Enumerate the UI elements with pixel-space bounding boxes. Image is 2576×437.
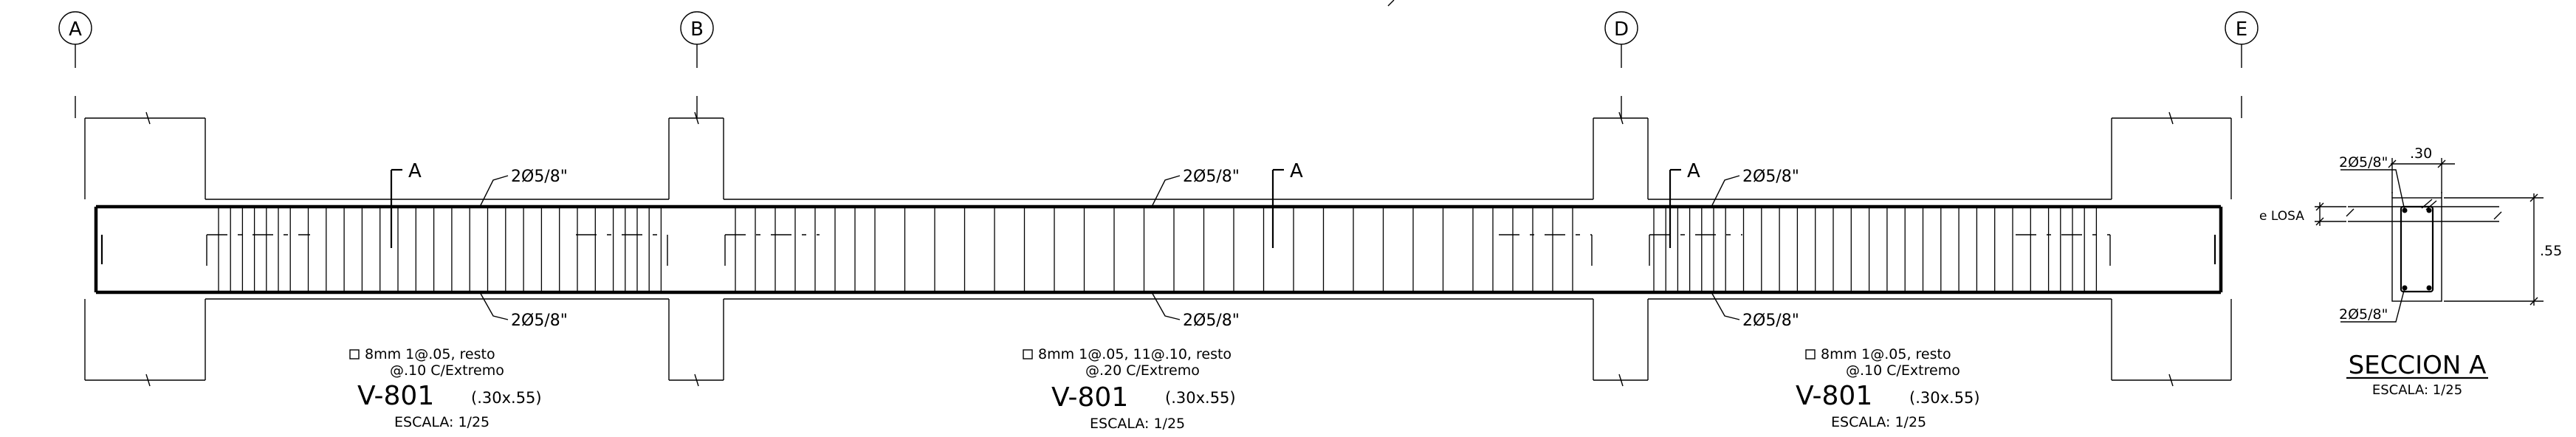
center-lines bbox=[206, 234, 2111, 266]
column-d bbox=[1593, 111, 1649, 387]
beam-3-dims: (.30x.55) bbox=[1909, 389, 1980, 407]
beam-outline bbox=[205, 118, 2112, 380]
top-tick-mark bbox=[1387, 0, 1395, 7]
beam-3-title: V-801 bbox=[1796, 381, 1872, 411]
axis-label-e: E bbox=[2236, 18, 2247, 41]
section-height-dim: .55 bbox=[2540, 243, 2562, 259]
rebar-callout-bottom-2: 2Ø5/8" bbox=[1151, 292, 1240, 330]
beam-1-stirrup-line2: @.10 C/Extremo bbox=[390, 362, 504, 379]
stirrups-group bbox=[218, 207, 2098, 292]
beam-1-title: V-801 bbox=[357, 381, 434, 411]
section-cut-mark-2: A bbox=[1271, 160, 1303, 248]
section-cut-label-2: A bbox=[1290, 160, 1303, 182]
beam-2-scale: ESCALA: 1/25 bbox=[1090, 416, 1185, 432]
axis-label-d: D bbox=[1614, 18, 1629, 41]
section-cut-mark-3: A bbox=[1669, 160, 1700, 248]
rebar-callout-bottom-1: 2Ø5/8" bbox=[479, 292, 568, 330]
rebar-callout-bottom-1-text: 2Ø5/8" bbox=[511, 312, 568, 330]
axis-marker-a: A bbox=[58, 11, 92, 118]
longitudinal-rebar bbox=[94, 204, 2223, 295]
section-cut-label-1: A bbox=[408, 160, 422, 182]
beam-1-stirrup-line1: 8mm 1@.05, resto bbox=[365, 346, 495, 362]
section-scale: ESCALA: 1/25 bbox=[2372, 382, 2462, 398]
beam-3-scale: ESCALA: 1/25 bbox=[1831, 414, 1926, 430]
column-a bbox=[84, 111, 205, 387]
section-width-dim: .30 bbox=[2410, 145, 2432, 162]
section-a-detail: .30 .55 e LOSA 2Ø5/8" 2Ø5/8" SECCION A E… bbox=[2259, 145, 2562, 398]
beam-1-scale: ESCALA: 1/25 bbox=[394, 414, 490, 430]
column-b bbox=[668, 111, 724, 387]
beam-3-stirrup-line2: @.10 C/Extremo bbox=[1846, 362, 1960, 379]
section-cut-label-3: A bbox=[1687, 160, 1700, 182]
beam-2-stirrup-line1: 8mm 1@.05, 11@.10, resto bbox=[1038, 346, 1232, 362]
rebar-callout-top-2: 2Ø5/8" bbox=[1151, 168, 1240, 207]
rebar-callout-top-2-text: 2Ø5/8" bbox=[1183, 168, 1240, 186]
rebar-callout-top-3-text: 2Ø5/8" bbox=[1742, 168, 1799, 186]
column-e bbox=[2112, 111, 2232, 387]
beam-2-stirrup-line2: @.20 C/Extremo bbox=[1085, 362, 1200, 379]
beam-label-1: 8mm 1@.05, resto @.10 C/Extremo V-801 (.… bbox=[349, 346, 542, 430]
rebar-callout-bottom-2-text: 2Ø5/8" bbox=[1183, 312, 1240, 330]
rebar-callout-top-3: 2Ø5/8" bbox=[1711, 168, 1799, 207]
axis-marker-b: B bbox=[680, 11, 714, 118]
axis-marker-e: E bbox=[2225, 11, 2259, 118]
beam-2-title: V-801 bbox=[1051, 382, 1128, 413]
beam-label-2: 8mm 1@.05, 11@.10, resto @.20 C/Extremo … bbox=[1023, 346, 1236, 432]
axis-marker-d: D bbox=[1604, 11, 1638, 118]
beam-2-dims: (.30x.55) bbox=[1165, 389, 1236, 407]
rebar-callout-top-1: 2Ø5/8" bbox=[479, 168, 568, 207]
rebar-callout-bottom-3-text: 2Ø5/8" bbox=[1742, 312, 1799, 330]
section-slab-label: e LOSA bbox=[2259, 209, 2304, 224]
beam-label-3: 8mm 1@.05, resto @.10 C/Extremo V-801 (.… bbox=[1796, 346, 1980, 430]
beam-3-stirrup-line1: 8mm 1@.05, resto bbox=[1821, 346, 1951, 362]
rebar-callout-top-1-text: 2Ø5/8" bbox=[511, 168, 568, 186]
axis-label-a: A bbox=[69, 18, 82, 41]
rebar-callout-bottom-3: 2Ø5/8" bbox=[1711, 292, 1799, 330]
section-cut-mark-1: A bbox=[390, 160, 422, 248]
section-top-bars: 2Ø5/8" bbox=[2339, 154, 2388, 171]
section-bottom-bars: 2Ø5/8" bbox=[2339, 306, 2388, 323]
axis-label-b: B bbox=[690, 18, 704, 41]
section-title: SECCION A bbox=[2349, 351, 2487, 380]
beam-1-dims: (.30x.55) bbox=[471, 389, 542, 407]
